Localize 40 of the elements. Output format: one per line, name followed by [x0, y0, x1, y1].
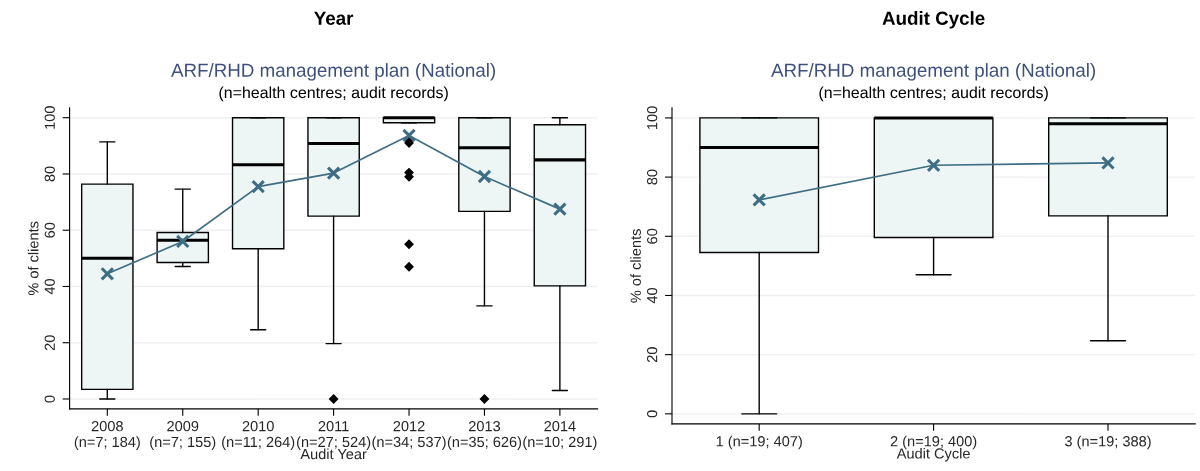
x-tick-label: 2010 (n=11; 264) [222, 421, 295, 450]
y-tick-label: 100 [646, 106, 658, 129]
point [251, 179, 266, 194]
y-tick-label: 0 [646, 410, 658, 418]
x-tick-label: 3 (n=19; 388) [1064, 435, 1151, 450]
chart-title: ARF/RHD management plan (National) [771, 63, 1096, 81]
point [752, 192, 767, 207]
y-tick-label: 60 [44, 222, 55, 238]
x-tick-label: 2013 (n=35; 626) [447, 421, 522, 450]
point [1100, 155, 1116, 170]
x-tick-label: 2014 (n=10; 291) [523, 421, 597, 450]
chart-subtitle: (n=health centres; audit records) [219, 86, 448, 102]
y-axis-title: % of clients [27, 221, 39, 296]
y-axis-title: % of clients [630, 229, 641, 303]
x-tick-label: 2012 (n=34; 537) [372, 421, 446, 450]
x-axis-title: Audit Cycle [896, 447, 970, 462]
y-tick-label: 0 [44, 395, 55, 403]
point [926, 158, 941, 173]
x-tick-label: 2011 (n=27; 524) [297, 421, 371, 450]
x-axis-title: Audit Year [300, 448, 367, 460]
y-tick-label: 40 [646, 287, 658, 304]
text: Audit Cycle [882, 11, 985, 29]
text: Year [314, 11, 354, 25]
x-tick-label: 2009 (n=7; 155) [150, 421, 216, 450]
y-tick-label: 80 [646, 169, 658, 185]
y-tick-label: 60 [646, 228, 658, 244]
y-tick-label: 20 [646, 347, 658, 363]
point [326, 166, 341, 181]
chart-subtitle: (n=health centres; audit records) [819, 86, 1048, 102]
chart-title: ARF/RHD management plan (National) [171, 63, 496, 81]
point [477, 169, 492, 184]
y-tick-label: 20 [44, 335, 55, 351]
x-tick-label: 1 (n=19; 407) [716, 435, 802, 450]
point [552, 202, 567, 217]
point [100, 266, 115, 281]
y-tick-label: 40 [44, 278, 55, 295]
y-tick-label: 80 [44, 166, 55, 182]
point [401, 128, 417, 143]
y-tick-label: 100 [44, 106, 55, 129]
x-tick-label: 2008 (n=7; 184) [74, 421, 140, 450]
